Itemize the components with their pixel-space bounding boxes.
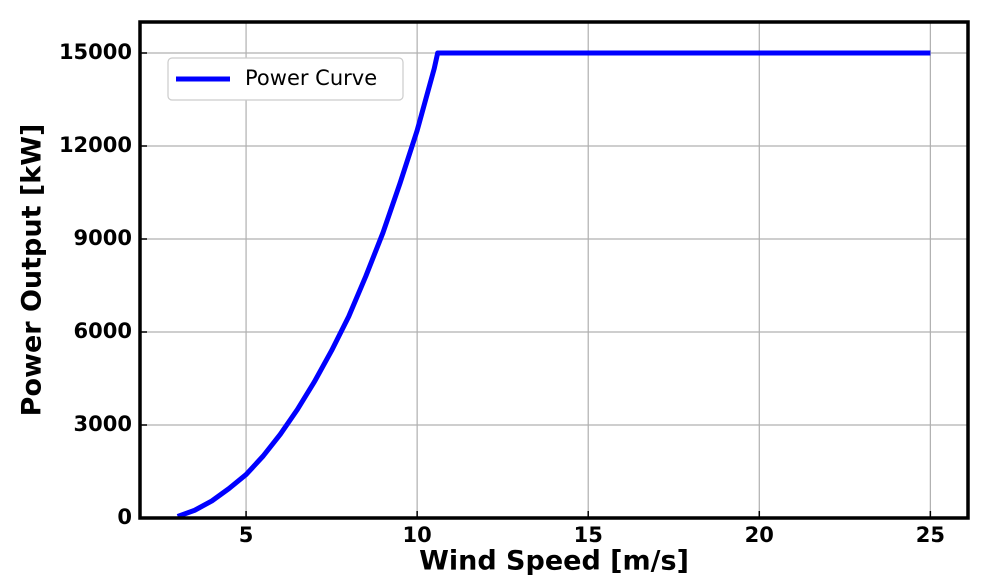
y-tick-label: 3000 <box>74 412 132 436</box>
x-tick-label: 5 <box>239 523 254 547</box>
x-tick-label: 15 <box>574 523 603 547</box>
y-tick-label: 6000 <box>74 319 132 343</box>
legend-box <box>167 57 404 101</box>
line <box>176 50 931 519</box>
legend-label: Power Curve <box>245 66 377 90</box>
y-axis-label: Power Output [kW] <box>17 124 48 417</box>
y-tick-label: 12000 <box>59 133 132 157</box>
plot-frame <box>138 20 970 520</box>
x-tick-label: 10 <box>403 523 432 547</box>
x-tick-label: 25 <box>916 523 945 547</box>
x-axis-label: Wind Speed [m/s] <box>419 546 689 577</box>
y-tick-label: 9000 <box>74 226 132 250</box>
x-tick-label: 20 <box>745 523 774 547</box>
y-tick-label: 0 <box>117 505 132 529</box>
y-tick-label: 15000 <box>59 40 132 64</box>
